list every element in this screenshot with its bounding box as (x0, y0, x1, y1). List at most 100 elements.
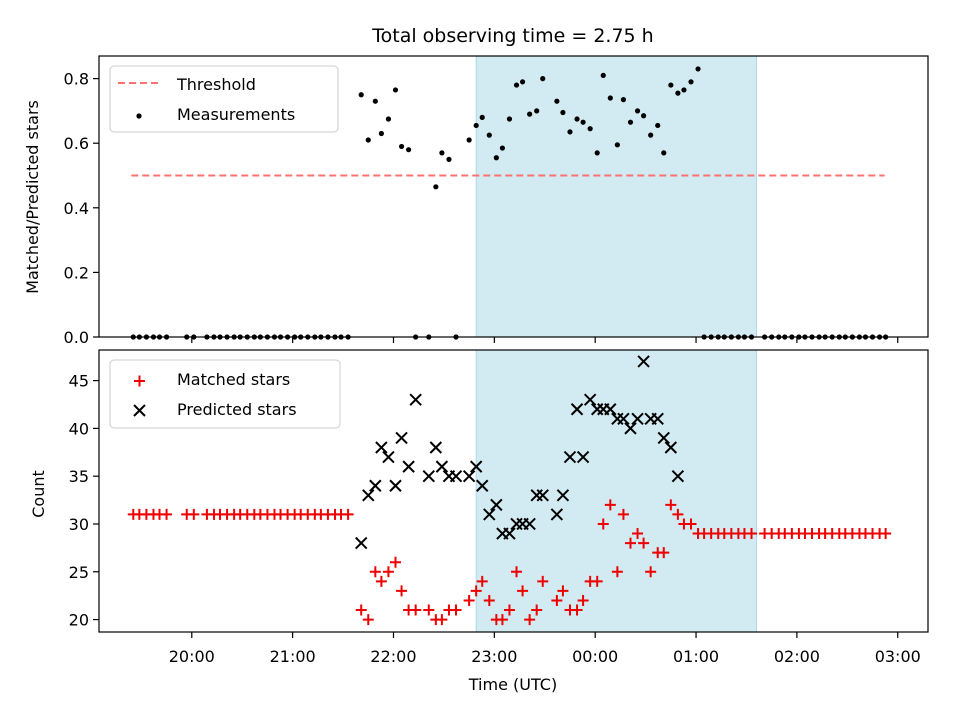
x-tick-label: 22:00 (370, 647, 416, 666)
predicted-star-point (651, 412, 664, 426)
bottom-observing-window (475, 349, 758, 633)
predicted-star-point (402, 460, 415, 473)
bottom-legend: Matched stars Predicted stars (109, 359, 341, 429)
predicted-star-point (657, 431, 670, 445)
measurement-point (473, 122, 479, 129)
measurement-point (574, 116, 580, 122)
measurement-point (600, 72, 606, 78)
top-y-tick-label: 0.0 (64, 328, 89, 347)
measurement-point (587, 126, 593, 132)
measurement-point (580, 119, 586, 125)
predicted-star-point (483, 508, 496, 521)
bottom-legend-frame (109, 359, 341, 429)
matched-star-point (503, 604, 515, 616)
measurement-point (365, 137, 371, 143)
predicted-star-point (395, 431, 408, 445)
matched-stars-points (127, 499, 892, 626)
matched-star-point (396, 585, 408, 597)
measurement-point (398, 143, 405, 150)
measurement-point (527, 111, 533, 117)
observing-window-span (475, 349, 758, 633)
matched-star-point (617, 508, 629, 520)
measurement-point (560, 109, 566, 116)
matched-star-point (342, 508, 354, 520)
matched-star-point (624, 537, 636, 549)
matched-star-point (531, 604, 543, 616)
bottom-y-axis-ticks: 20 25 30 35 40 45 (69, 372, 99, 630)
matched-star-point (658, 547, 670, 559)
matched-star-point (463, 594, 475, 606)
matched-star-point (511, 566, 523, 578)
matched-star-point (423, 604, 435, 616)
predicted-star-point (563, 450, 577, 464)
predicted-star-point (556, 489, 570, 502)
predicted-star-point (409, 393, 422, 406)
measurement-point (372, 98, 378, 104)
predicted-star-point (664, 441, 678, 454)
matched-star-point (382, 566, 394, 578)
predicted-star-point (476, 479, 489, 492)
measurement-point (620, 97, 627, 103)
measurement-point (655, 122, 661, 129)
bottom-y-axis-label: Count (29, 470, 48, 518)
bottom-axes-frame (98, 349, 929, 633)
measurement-point (506, 116, 513, 122)
measurement-point (594, 150, 600, 156)
bottom-y-tick-label: 30 (69, 515, 89, 534)
top-y-tick-label: 0.8 (64, 70, 89, 89)
matched-star-point (483, 594, 495, 606)
measurement-point (627, 119, 634, 125)
legend-matched-label: Matched stars (177, 370, 290, 389)
measurement-point (439, 150, 445, 156)
legend-predicted-swatch (133, 404, 146, 417)
measurement-point (378, 130, 384, 137)
top-legend: Threshold Measurements (109, 65, 339, 133)
observing-window-span (475, 55, 758, 338)
matched-star-point (577, 594, 589, 606)
top-legend-frame (109, 65, 339, 133)
measurement-point (668, 82, 674, 88)
predicted-star-point (570, 403, 584, 416)
predicted-star-point (375, 441, 388, 454)
x-tick-label: 02:00 (774, 647, 820, 666)
measurement-point (688, 79, 694, 85)
measurement-point (640, 113, 647, 119)
measurement-point (486, 132, 492, 138)
matched-star-point (436, 614, 448, 626)
matched-star-point (369, 566, 381, 578)
matched-star-point (611, 566, 623, 578)
measurement-point (466, 137, 472, 143)
x-tick-label: 00:00 (572, 647, 618, 666)
predicted-star-point (382, 450, 395, 464)
matched-star-point (665, 499, 677, 511)
matched-star-point (362, 614, 374, 626)
predicted-star-point (449, 469, 463, 483)
x-tick-label: 21:00 (270, 647, 316, 666)
measurement-point (634, 108, 641, 114)
matched-star-point (161, 508, 173, 520)
predicted-star-point (624, 422, 637, 435)
x-axis-label: Time (UTC) (468, 675, 557, 694)
matched-star-point (632, 528, 644, 540)
legend-matched-swatch (134, 375, 145, 387)
matched-star-point (375, 575, 387, 587)
measurement-point (614, 142, 620, 148)
matched-star-point (604, 499, 616, 511)
matched-star-point (537, 575, 549, 587)
measurement-point (513, 82, 520, 88)
matched-star-point (355, 604, 367, 616)
measurement-point (385, 116, 392, 122)
measurement-point (493, 155, 499, 161)
bottom-panel: 20 25 30 35 40 45 20:00 21:00 22:00 23:00 00:00 01… (29, 349, 929, 694)
predicted-star-point (469, 460, 483, 473)
matched-star-point (450, 604, 462, 616)
bottom-x-axis-ticks: 20:00 21:00 22:00 23:00 00:00 01:00 02:00 03:00 (169, 632, 921, 666)
predicted-star-point (617, 412, 630, 426)
measurement-point (392, 87, 399, 93)
matched-star-point (672, 508, 684, 520)
top-panel: 0.00.20.40.60.8 Matched/Predicted stars … (23, 55, 929, 347)
top-y-tick-label: 0.2 (64, 263, 89, 282)
predicted-star-point (604, 403, 617, 416)
top-y-axis-ticks: 0.0 0.2 0.4 0.6 0.8 (64, 70, 99, 347)
top-y-axis-label: Matched/Predicted stars (23, 100, 42, 294)
